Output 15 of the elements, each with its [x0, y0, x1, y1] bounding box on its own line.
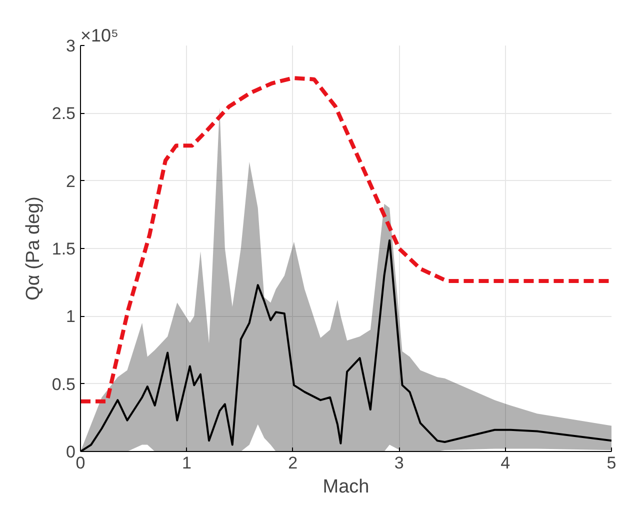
- x-tick-label: 5: [606, 454, 616, 472]
- y-tick-label: 3: [66, 36, 76, 56]
- x-tick-label: 4: [500, 454, 510, 472]
- y-tick-label: 1.5: [52, 240, 76, 258]
- x-axis-title: Mach: [322, 476, 370, 498]
- y-tick-label: 1: [66, 307, 76, 326]
- x-tick-label: 1: [182, 454, 192, 472]
- line-series: [80, 76, 612, 404]
- y-tick-label: 2: [66, 172, 76, 191]
- text: ×10⁵: [80, 26, 118, 46]
- x-tick-label: 3: [394, 454, 404, 472]
- y-tick-label: 0.5: [52, 374, 76, 394]
- x-tick-label: 2: [288, 454, 298, 472]
- y-axis-title: Qα (Pa deg): [22, 196, 44, 300]
- y-tick-label: 2.5: [52, 104, 76, 124]
